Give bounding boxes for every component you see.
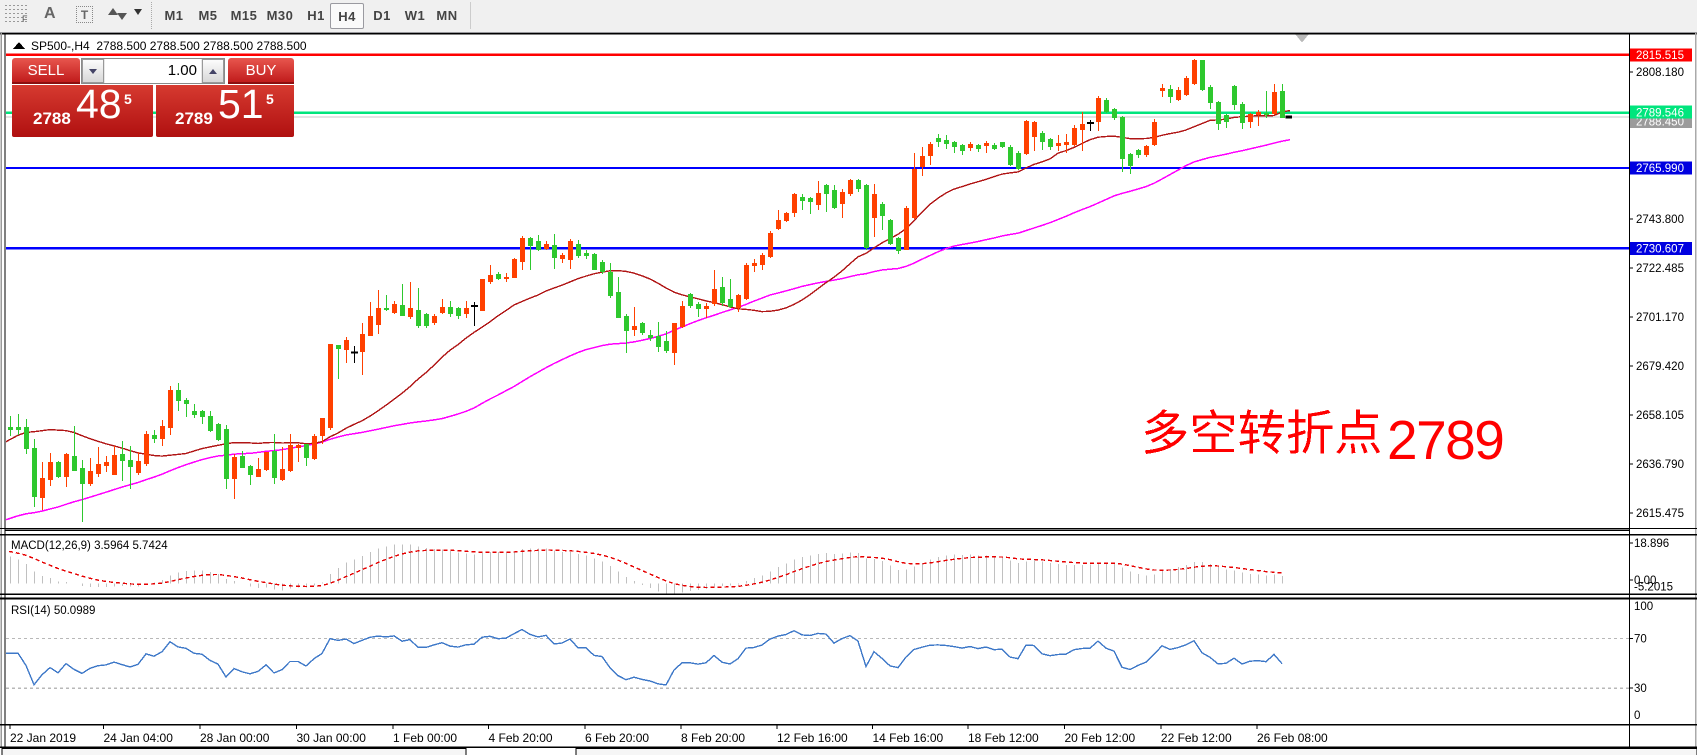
svg-text:2701.170: 2701.170 (1636, 312, 1684, 324)
svg-text:30 Jan 00:00: 30 Jan 00:00 (297, 731, 367, 745)
svg-text:24 Jan 04:00: 24 Jan 04:00 (104, 731, 174, 745)
svg-text:22 Jan 2019: 22 Jan 2019 (10, 731, 76, 745)
svg-text:6 Feb 20:00: 6 Feb 20:00 (585, 731, 649, 745)
svg-text:100: 100 (1634, 601, 1653, 613)
svg-text:2765.990: 2765.990 (1636, 163, 1684, 175)
svg-text:20 Feb 12:00: 20 Feb 12:00 (1065, 731, 1136, 745)
svg-text:2789.546: 2789.546 (1636, 107, 1684, 119)
svg-text:RSI(14) 50.0989: RSI(14) 50.0989 (11, 605, 95, 617)
svg-text:8 Feb 20:00: 8 Feb 20:00 (681, 731, 745, 745)
svg-text:2743.800: 2743.800 (1636, 214, 1684, 226)
svg-text:12 Feb 16:00: 12 Feb 16:00 (777, 731, 848, 745)
svg-text:2815.515: 2815.515 (1636, 50, 1684, 62)
svg-text:30: 30 (1634, 683, 1647, 695)
svg-text:18 Feb 12:00: 18 Feb 12:00 (968, 731, 1039, 745)
svg-text:0.00: 0.00 (1634, 575, 1656, 587)
svg-text:2658.105: 2658.105 (1636, 410, 1684, 422)
svg-text:1 Feb 00:00: 1 Feb 00:00 (393, 731, 457, 745)
svg-text:4 Feb 20:00: 4 Feb 20:00 (489, 731, 553, 745)
svg-text:2679.420: 2679.420 (1636, 361, 1684, 373)
svg-text:2636.790: 2636.790 (1636, 459, 1684, 471)
svg-text:MACD(12,26,9) 3.5964 5.7424: MACD(12,26,9) 3.5964 5.7424 (11, 540, 168, 552)
svg-text:70: 70 (1634, 634, 1647, 646)
svg-text:2808.180: 2808.180 (1636, 67, 1684, 79)
svg-text:2788.450: 2788.450 (1636, 117, 1684, 129)
svg-text:0: 0 (1634, 710, 1640, 722)
svg-text:2730.607: 2730.607 (1636, 244, 1684, 256)
svg-text:14 Feb 16:00: 14 Feb 16:00 (873, 731, 944, 745)
svg-text:2615.475: 2615.475 (1636, 508, 1684, 520)
svg-text:26 Feb 08:00: 26 Feb 08:00 (1257, 731, 1328, 745)
svg-text:2789: 2789 (1387, 409, 1503, 471)
svg-text:22 Feb 12:00: 22 Feb 12:00 (1161, 731, 1232, 745)
svg-text:-5.2015: -5.2015 (1634, 582, 1673, 594)
svg-text:2722.485: 2722.485 (1636, 263, 1684, 275)
svg-text:18.896: 18.896 (1634, 538, 1669, 550)
svg-text:28 Jan 00:00: 28 Jan 00:00 (200, 731, 270, 745)
svg-text:SP500-,H4 2788.500 2788.500 2: SP500-,H4 2788.500 2788.500 2788.500 278… (31, 39, 307, 53)
